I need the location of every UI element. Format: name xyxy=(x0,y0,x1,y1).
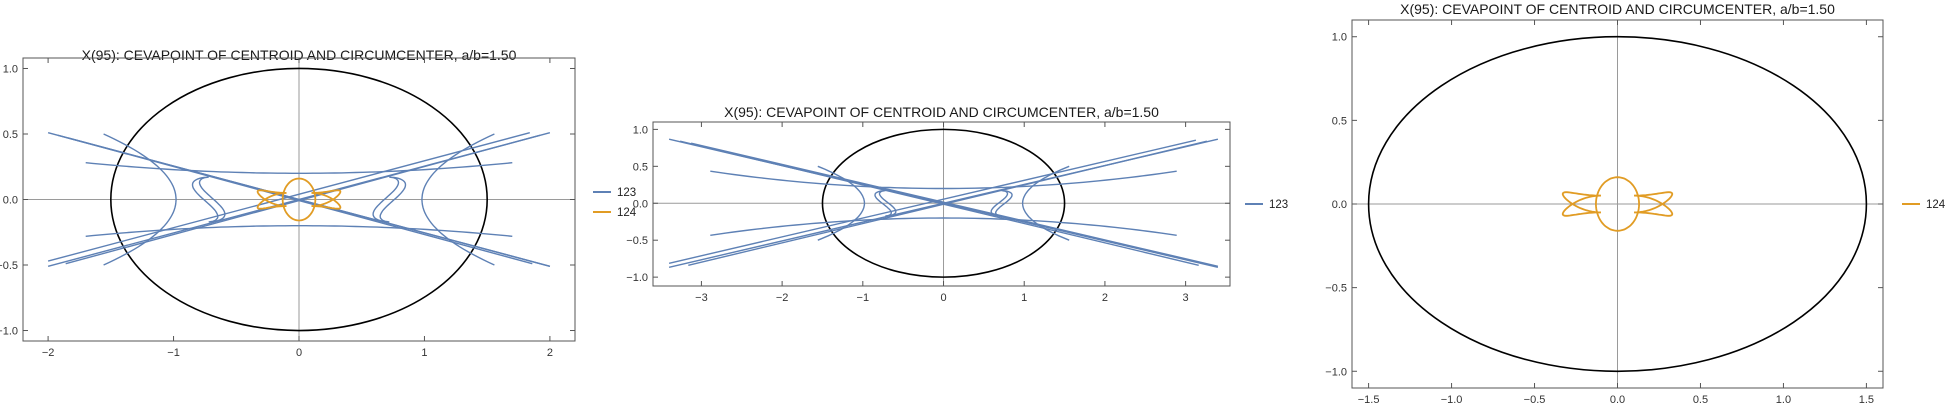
series-123-curve-5 xyxy=(688,140,1208,266)
x-tick-label: 0.0 xyxy=(1610,394,1625,406)
x-tick-label: −1 xyxy=(857,292,870,304)
reference-ellipse xyxy=(110,67,488,332)
y-tick-label: 0.0 xyxy=(3,195,18,207)
y-tick-label: 0.0 xyxy=(633,198,648,210)
series-124-curve-1 xyxy=(1594,176,1640,232)
series-124-curve-5 xyxy=(311,192,342,210)
series-124-curve-1 xyxy=(281,177,317,222)
legend-label-123: 123 xyxy=(617,187,636,199)
x-tick-label: −1.0 xyxy=(1441,394,1463,406)
y-tick-label: 1.0 xyxy=(633,124,648,136)
x-tick-label: 1.5 xyxy=(1859,394,1874,406)
chart-title: X(95): CEVAPOINT OF CENTROID AND CIRCUMC… xyxy=(724,104,1159,120)
series-123-curve-4 xyxy=(690,142,1219,267)
x-tick-label: 1 xyxy=(421,347,427,359)
y-tick-label: 1.0 xyxy=(1332,32,1347,44)
y-tick-label: −1.0 xyxy=(626,272,648,284)
series-124-curve-5 xyxy=(1634,194,1674,217)
legend-label-124: 124 xyxy=(617,207,637,219)
plot-frame xyxy=(652,121,1231,287)
y-tick-label: 1.0 xyxy=(3,63,18,75)
series-124-curve-2 xyxy=(1561,191,1601,214)
series-124-curve-3 xyxy=(1561,194,1601,217)
x-tick-label: −0.5 xyxy=(1524,394,1546,406)
series-123-curve-10 xyxy=(372,176,407,223)
chart-panel-1: X(95): CEVAPOINT OF CENTROID AND CIRCUMC… xyxy=(0,47,637,359)
series-123-curve-11 xyxy=(103,133,177,266)
legend-label-124: 124 xyxy=(1926,199,1946,211)
reference-ellipse xyxy=(821,128,1066,278)
y-tick-label: 0.5 xyxy=(3,129,18,141)
series-123-curve-6 xyxy=(679,140,1199,266)
x-tick-label: −2 xyxy=(776,292,789,304)
x-tick-label: 2 xyxy=(547,347,553,359)
series-123-curve-11 xyxy=(817,165,866,241)
series-123-curve-7 xyxy=(710,170,1177,190)
chart-panel-3: X(95): CEVAPOINT OF CENTROID AND CIRCUMC… xyxy=(1325,1,1946,406)
y-tick-label: −0.5 xyxy=(626,235,648,247)
legend: 123 124 xyxy=(593,187,637,219)
series-123-curve-9 xyxy=(874,190,897,217)
legend-label-123: 123 xyxy=(1269,199,1288,211)
plot-area xyxy=(1352,20,1883,388)
series-124-curve-4 xyxy=(311,189,342,207)
x-tick-label: 0 xyxy=(940,292,946,304)
x-tick-label: 1 xyxy=(1021,292,1027,304)
series-123-curve-12 xyxy=(1021,165,1070,241)
x-tick-label: 0 xyxy=(296,347,302,359)
series-123-curve-10 xyxy=(990,190,1013,217)
chart-title: X(95): CEVAPOINT OF CENTROID AND CIRCUMC… xyxy=(82,47,517,63)
x-tick-label: −3 xyxy=(695,292,708,304)
y-tick-label: 0.5 xyxy=(1332,115,1347,127)
plot-area xyxy=(653,122,1230,286)
series-124-curve-3 xyxy=(256,192,287,210)
series-124-curve-4 xyxy=(1634,191,1674,214)
y-tick-label: −0.5 xyxy=(1325,283,1347,295)
x-tick-label: −1 xyxy=(167,347,180,359)
x-tick-label: 0.5 xyxy=(1693,394,1708,406)
plot-area xyxy=(23,58,575,341)
chart-panel-2: X(95): CEVAPOINT OF CENTROID AND CIRCUMC… xyxy=(626,104,1288,304)
x-tick-label: 1.0 xyxy=(1776,394,1791,406)
series-124-curve-2 xyxy=(256,189,287,207)
legend: 123 xyxy=(1245,199,1288,211)
series-123-curve-8 xyxy=(85,225,513,237)
x-tick-label: −1.5 xyxy=(1358,394,1380,406)
reference-ellipse xyxy=(1367,35,1868,373)
x-tick-label: 2 xyxy=(1102,292,1108,304)
chart-title: X(95): CEVAPOINT OF CENTROID AND CIRCUMC… xyxy=(1400,1,1835,17)
series-123-curve-12 xyxy=(421,133,495,266)
y-tick-label: −0.5 xyxy=(0,260,18,272)
x-tick-label: 3 xyxy=(1183,292,1189,304)
y-tick-label: −1.0 xyxy=(0,326,18,338)
series-123-curve-7 xyxy=(85,162,513,174)
series-123-curve-9 xyxy=(191,176,226,223)
series-123-curve-8 xyxy=(710,217,1177,236)
y-tick-label: −1.0 xyxy=(1325,366,1347,378)
y-tick-label: 0.5 xyxy=(633,161,648,173)
y-tick-label: 0.0 xyxy=(1332,199,1347,211)
legend: 124 xyxy=(1902,199,1946,211)
x-tick-label: −2 xyxy=(42,347,55,359)
